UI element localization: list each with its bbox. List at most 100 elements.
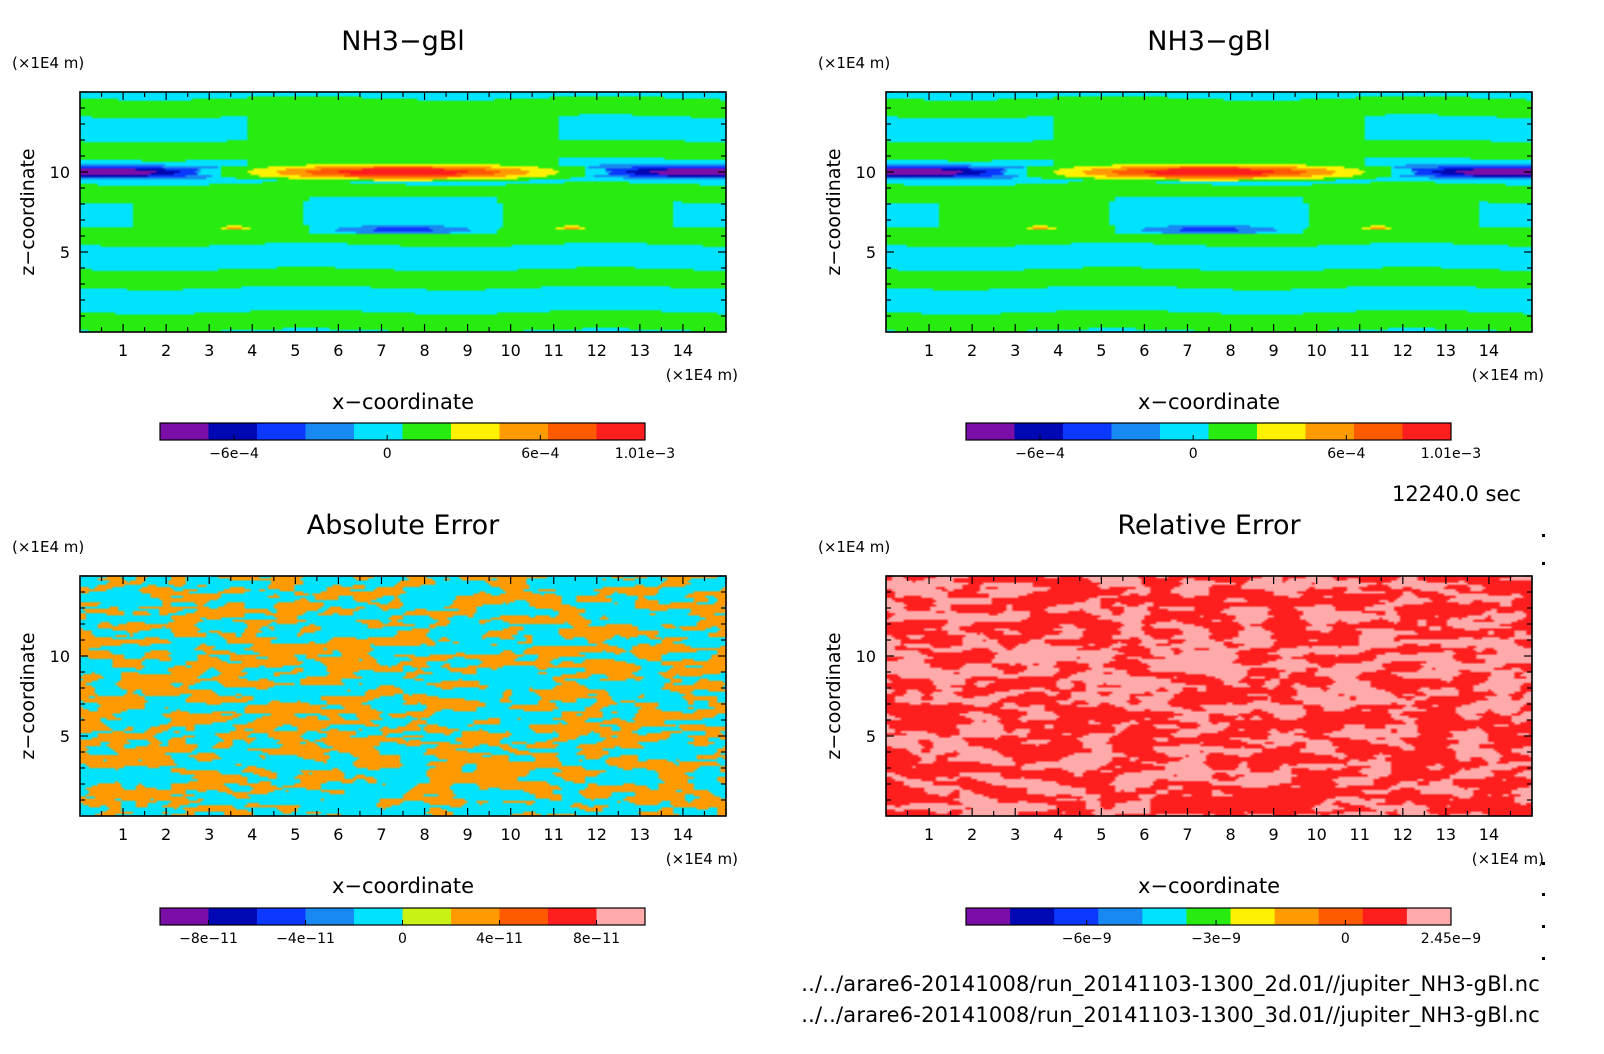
x-tick-label: 10	[500, 341, 520, 360]
x-tick-label: 4	[1053, 341, 1063, 360]
x-tick-label: 12	[587, 341, 607, 360]
chart-title: Relative Error	[1117, 510, 1301, 541]
colorbar-swatch	[1063, 423, 1112, 440]
colorbar-swatch	[1010, 908, 1055, 925]
x-tick-label: 5	[1096, 341, 1106, 360]
x-unit-label: (×1E4 m)	[666, 366, 738, 384]
colorbar-swatch	[402, 423, 452, 440]
colorbar-swatch	[1257, 423, 1306, 440]
colorbar-tick-label: −4e−11	[276, 931, 335, 947]
colorbar-swatch	[1274, 908, 1320, 925]
colorbar-frame	[965, 422, 1452, 441]
heatmap-field	[886, 92, 1532, 332]
y-axis-label: z−coordinate	[823, 148, 845, 275]
colorbar-swatch	[354, 908, 403, 925]
chart-title: NH3−gBl	[341, 26, 464, 57]
x-tick-label: 13	[1436, 825, 1456, 844]
colorbar-swatch	[1186, 908, 1232, 925]
colorbar-frame	[965, 907, 1452, 926]
x-tick-label: 3	[204, 341, 214, 360]
colorbar-swatch	[160, 908, 209, 925]
x-tick-label: 12	[587, 825, 607, 844]
colorbar-swatch	[160, 423, 209, 440]
colorbar-swatch	[499, 908, 549, 925]
x-axis-label: x−coordinate	[1138, 874, 1280, 898]
x-unit-label: (×1E4 m)	[1472, 366, 1544, 384]
colorbar-swatch	[305, 908, 355, 925]
heatmap-field	[886, 576, 1532, 816]
x-tick-label: 9	[463, 341, 473, 360]
colorbar-swatch	[548, 908, 597, 925]
x-tick-label: 12	[1393, 341, 1413, 360]
x-tick-label: 13	[1436, 341, 1456, 360]
y-unit-label: (×1E4 m)	[12, 54, 84, 72]
x-tick-label: 3	[204, 825, 214, 844]
x-tick-label: 14	[1479, 825, 1499, 844]
x-tick-label: 14	[1479, 341, 1499, 360]
panel-2: NH3−gBl(×1E4 m)(×1E4 m)1 2 3 4 5 6 7 8 9 10 11 12 13…	[818, 26, 1544, 462]
colorbar-tick-label: 6e−4	[521, 446, 559, 462]
colorbar-tick-label: 1.01e−3	[1421, 446, 1481, 462]
colorbar-swatch	[1362, 908, 1408, 925]
x-unit-label: (×1E4 m)	[1472, 850, 1544, 868]
x-tick-label: 8	[419, 341, 429, 360]
colorbar-swatch	[1054, 908, 1099, 925]
colorbar-swatch	[548, 423, 597, 440]
decor-dot	[1542, 957, 1545, 960]
colorbar-swatch	[1230, 908, 1276, 925]
x-tick-label: 9	[1269, 825, 1279, 844]
y-tick-label: 10	[50, 163, 70, 182]
y-tick-label: 5	[866, 243, 876, 262]
x-tick-label: 5	[290, 341, 300, 360]
x-tick-label: 3	[1010, 825, 1020, 844]
x-axis-label: x−coordinate	[1138, 390, 1280, 414]
colorbar-swatch	[451, 908, 500, 925]
heatmap-field	[80, 576, 726, 816]
colorbar-swatch	[402, 908, 452, 925]
x-tick-label: 10	[500, 825, 520, 844]
chart-title: NH3−gBl	[1147, 26, 1270, 57]
colorbar-swatch	[1160, 423, 1209, 440]
decor-dot	[1542, 862, 1545, 865]
colorbar-tick-label: −6e−9	[1062, 931, 1112, 947]
x-tick-label: 1	[118, 825, 128, 844]
x-tick-label: 10	[1306, 341, 1326, 360]
colorbar-tick-label: 0	[1341, 931, 1350, 947]
y-tick-label: 10	[50, 647, 70, 666]
y-tick-label: 5	[866, 727, 876, 746]
colorbar-tick-label: 2.45e−9	[1421, 931, 1481, 947]
x-tick-label: 2	[161, 825, 171, 844]
colorbar-swatch	[305, 423, 355, 440]
x-tick-label: 4	[247, 341, 257, 360]
decor-dot	[1542, 925, 1545, 928]
x-tick-label: 13	[630, 341, 650, 360]
footer-file-3d: ../../arare6-20141008/run_20141103-1300_…	[801, 1003, 1540, 1027]
time-label: 12240.0 sec	[1392, 482, 1521, 506]
colorbar-swatch	[1318, 908, 1364, 925]
decor-dot	[1542, 562, 1545, 565]
x-tick-label: 12	[1393, 825, 1413, 844]
colorbar-swatch	[1142, 908, 1187, 925]
x-tick-label: 5	[1096, 825, 1106, 844]
colorbar-tick-label: 0	[1189, 446, 1198, 462]
x-tick-label: 3	[1010, 341, 1020, 360]
colorbar-swatch	[596, 423, 646, 440]
colorbar-swatch	[257, 423, 306, 440]
x-tick-label: 14	[673, 341, 693, 360]
decor-dot	[1542, 893, 1545, 896]
x-tick-label: 1	[118, 341, 128, 360]
x-tick-label: 6	[1139, 825, 1149, 844]
colorbar-tick-label: −6e−4	[209, 446, 259, 462]
colorbar-swatch	[1014, 423, 1064, 440]
footer-file-2d: ../../arare6-20141008/run_20141103-1300_…	[801, 972, 1540, 996]
x-unit-label: (×1E4 m)	[666, 850, 738, 868]
colorbar-tick-label: 4e−11	[476, 931, 523, 947]
x-tick-label: 4	[247, 825, 257, 844]
x-tick-label: 1	[924, 341, 934, 360]
x-tick-label: 2	[967, 825, 977, 844]
colorbar-swatch	[208, 423, 258, 440]
x-tick-label: 8	[1225, 341, 1235, 360]
y-axis-label: z−coordinate	[17, 632, 39, 759]
x-tick-label: 11	[1350, 341, 1370, 360]
